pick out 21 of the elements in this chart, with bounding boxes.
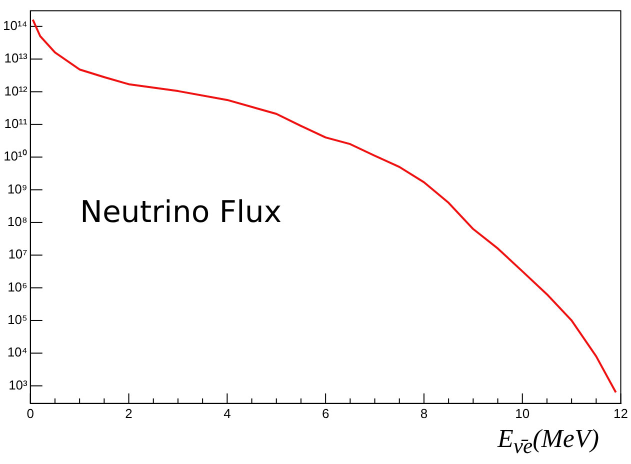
- y-tick-label: 10¹⁰: [4, 148, 28, 164]
- y-tick-label: 10⁹: [7, 181, 28, 196]
- y-tick-label: 10¹⁴: [3, 18, 28, 33]
- x-tick-label: 6: [322, 406, 330, 421]
- x-tick-label: 0: [26, 406, 34, 421]
- y-tick-label: 10⁴: [7, 344, 28, 360]
- x-tick-label: 8: [420, 406, 428, 421]
- y-tick-label: 10¹³: [4, 50, 28, 66]
- y-tick-label: 10¹¹: [4, 116, 28, 131]
- y-tick-label: 10¹²: [4, 83, 28, 98]
- y-tick-label: 10⁶: [8, 279, 28, 294]
- annotation: Neutrino Flux: [80, 195, 282, 230]
- y-tick-label: 10³: [8, 377, 28, 392]
- x-tick-label: 10: [515, 406, 530, 421]
- x-tick-label: 12: [614, 406, 628, 421]
- y-tick-label: 10⁷: [8, 246, 28, 262]
- x-tick-label: 2: [125, 406, 132, 421]
- x-axis-title: E$_{ν̄e}$(MeV): [497, 424, 599, 460]
- y-tick-label: 10⁸: [7, 214, 28, 230]
- y-tick-label: 10⁵: [8, 312, 28, 328]
- x-tick-label: 4: [224, 406, 231, 421]
